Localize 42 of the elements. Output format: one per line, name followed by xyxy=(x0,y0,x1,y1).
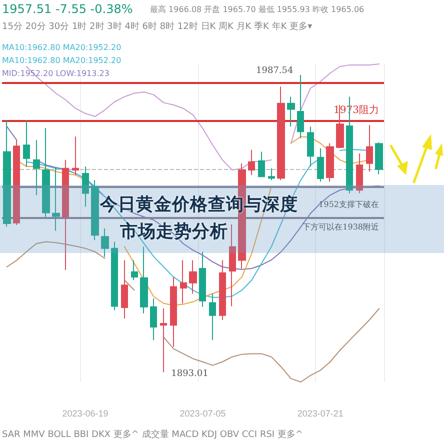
candlestick xyxy=(33,140,40,196)
candlestick xyxy=(121,260,128,319)
candlestick xyxy=(91,180,99,241)
candlestick xyxy=(209,293,216,341)
text: 最高 1966.08 开盘 1965.70 最低 1955.93 昨收 1965.06 xyxy=(150,4,364,15)
x-tick-label: 2023-07-21 xyxy=(297,408,344,418)
candlestick xyxy=(131,260,138,281)
text: 1987.54 xyxy=(256,66,294,76)
candlestick xyxy=(23,119,30,168)
ref-line-label: 1952支撑下破在 xyxy=(318,200,379,210)
text: SAR MMV BOLL BBI DKX 更多^ 成交量 MACD KDJ OBV CCI RSI 更多^ xyxy=(2,429,303,441)
candlestick xyxy=(72,136,79,176)
text: 1893.01 xyxy=(171,369,208,380)
candlestick xyxy=(366,124,373,172)
candlestick xyxy=(140,246,148,314)
candlestick xyxy=(150,298,157,341)
text: MA10:1962.80 MA20:1952.20 xyxy=(2,55,122,66)
candlestick xyxy=(219,260,226,321)
candlestick xyxy=(111,241,118,311)
candlestick xyxy=(180,260,187,304)
candlestick xyxy=(189,260,197,294)
candlestick xyxy=(199,251,206,308)
candlestick xyxy=(277,86,285,181)
candlestick xyxy=(258,151,265,178)
candlestick xyxy=(101,228,109,258)
x-tick-label: 2023-06-19 xyxy=(62,408,108,418)
candlestick xyxy=(170,276,177,348)
candlestick xyxy=(375,142,383,175)
candlestick xyxy=(326,142,334,182)
candlestick xyxy=(268,168,275,181)
candlestick xyxy=(287,96,295,128)
text: 15分 20分 30分 1时 2时 3时 4时 6时 8时 12时 日K 周K 月K 季K 年K 更多▾ xyxy=(2,21,312,33)
candlestick xyxy=(62,159,69,271)
candlestick xyxy=(307,126,314,168)
x-tick-label: 2023-07-05 xyxy=(180,408,226,418)
ref-line-label: 下方可以在1938附近 xyxy=(302,222,379,232)
candlestick xyxy=(297,74,304,139)
text: 1957.51 -7.55 -0.38% xyxy=(2,2,133,17)
text: MA10:1962.80 MA20:1952.20 xyxy=(2,42,122,53)
candlestick xyxy=(317,148,324,182)
candlestick xyxy=(248,149,255,176)
candlestick xyxy=(160,308,167,373)
